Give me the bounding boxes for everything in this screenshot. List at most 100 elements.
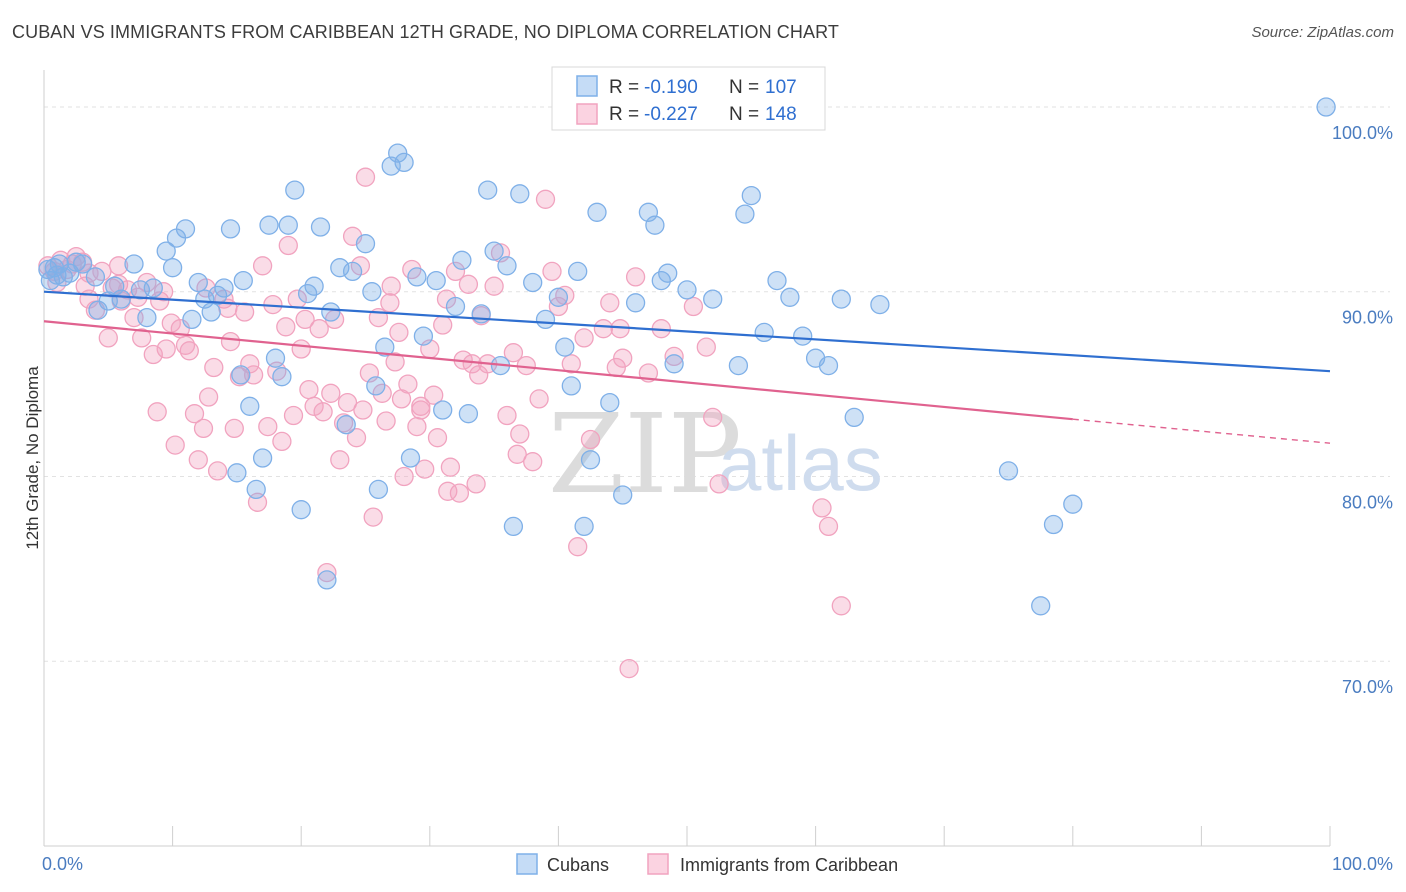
cubans-point — [587, 202, 607, 222]
caribbean-point — [561, 354, 581, 374]
caribbean-point — [440, 457, 461, 477]
caribbean-point — [535, 189, 556, 209]
x-tick-label: 100.0% — [1332, 854, 1393, 874]
cubans-point — [561, 376, 581, 396]
cubans-point — [458, 404, 479, 424]
caribbean-point — [818, 516, 839, 537]
cubans-point — [342, 261, 363, 282]
cubans-point — [156, 241, 176, 261]
caribbean-point — [703, 407, 723, 428]
caribbean-points — [38, 97, 851, 679]
caribbean-point — [165, 435, 185, 455]
caribbean-point — [523, 452, 543, 472]
caribbean-point — [204, 357, 224, 378]
caribbean-point — [353, 400, 373, 420]
cubans-point — [321, 302, 341, 322]
cubans-point — [336, 415, 356, 435]
caribbean-point — [497, 405, 517, 426]
caribbean-point — [394, 466, 414, 487]
cubans-point — [201, 302, 221, 322]
caribbean-point — [484, 276, 504, 296]
cubans-point — [220, 219, 241, 239]
caribbean-point — [272, 431, 292, 452]
caribbean-point — [234, 302, 255, 322]
stats-n-value-caribbean: 148 — [765, 104, 797, 125]
cubans-point — [793, 326, 813, 346]
cubans-point — [548, 287, 569, 307]
caribbean-point — [407, 416, 427, 437]
cubans-point — [111, 289, 131, 309]
cubans-point — [1031, 596, 1051, 616]
stats-legend: R = -0.190 N = 107 R = -0.227 N = 148 — [551, 66, 826, 131]
y-tick-label: 70.0% — [1342, 677, 1393, 697]
cubans-point — [741, 185, 761, 206]
caribbean-point — [317, 562, 337, 583]
caribbean-point — [188, 450, 208, 470]
stats-r-value-cubans: -0.190 — [644, 77, 698, 98]
caribbean-point — [330, 450, 350, 470]
cubans-point — [484, 241, 504, 261]
caribbean-point — [812, 498, 832, 518]
caribbean-point — [580, 429, 601, 450]
caribbean-point — [372, 383, 392, 403]
cubans-point — [407, 267, 427, 287]
caribbean-point — [304, 396, 324, 416]
stats-n-label-caribbean: N = — [729, 104, 759, 125]
cubans-point — [252, 448, 273, 468]
trend-lines — [43, 290, 1331, 444]
cubans-point — [317, 570, 337, 590]
caribbean-point — [309, 319, 329, 339]
cubans-point — [355, 234, 376, 254]
caribbean-trend-line — [43, 320, 1073, 421]
caribbean-point — [683, 296, 704, 317]
caribbean-point — [458, 274, 479, 294]
cubans-point — [767, 270, 787, 291]
caribbean-point — [295, 309, 315, 330]
cubans-point — [291, 500, 311, 520]
cubans-trend-line — [43, 290, 1331, 373]
caribbean-point — [346, 428, 367, 448]
cubans-point — [1063, 494, 1083, 514]
cubans-point — [413, 326, 434, 346]
caribbean-point — [321, 383, 341, 403]
cubans-point — [703, 289, 723, 309]
caribbean-point — [278, 235, 298, 256]
cubans-points — [38, 97, 1336, 616]
cubans-point — [240, 396, 260, 416]
cubans-point — [72, 254, 93, 274]
cubans-point — [497, 256, 517, 276]
caribbean-point — [831, 596, 851, 616]
caribbean-point — [98, 328, 118, 348]
cubans-point — [1316, 97, 1336, 117]
cubans-point — [162, 258, 183, 278]
caribbean-point — [207, 461, 228, 481]
caribbean-point — [542, 261, 562, 282]
cubans-point — [85, 267, 106, 287]
cubans-point — [214, 278, 234, 298]
caribbean-point — [574, 328, 594, 348]
caribbean-point — [363, 507, 383, 527]
caribbean-point — [415, 459, 435, 479]
cubans-point — [394, 152, 414, 173]
cubans-point — [831, 289, 851, 309]
y-tick-label: 100.0% — [1332, 123, 1393, 143]
cubans-point — [503, 516, 524, 537]
cubans-point — [175, 219, 196, 239]
caribbean-point — [529, 389, 549, 409]
legend-swatch-caribbean — [647, 853, 669, 875]
caribbean-point — [313, 402, 333, 422]
caribbean-point — [613, 348, 633, 368]
caribbean-point — [376, 411, 396, 431]
caribbean-point — [593, 319, 614, 339]
cubans-point — [124, 254, 144, 274]
cubans-point — [182, 309, 202, 330]
cubans-point — [368, 479, 389, 500]
cubans-point — [278, 215, 298, 235]
grid-lines — [44, 106, 1390, 662]
cubans-point — [728, 355, 749, 376]
cubans-point — [330, 258, 350, 278]
caribbean-point — [147, 402, 167, 422]
cubans-point — [143, 278, 163, 298]
series-legend: Cubans Immigrants from Caribbean — [516, 853, 898, 875]
